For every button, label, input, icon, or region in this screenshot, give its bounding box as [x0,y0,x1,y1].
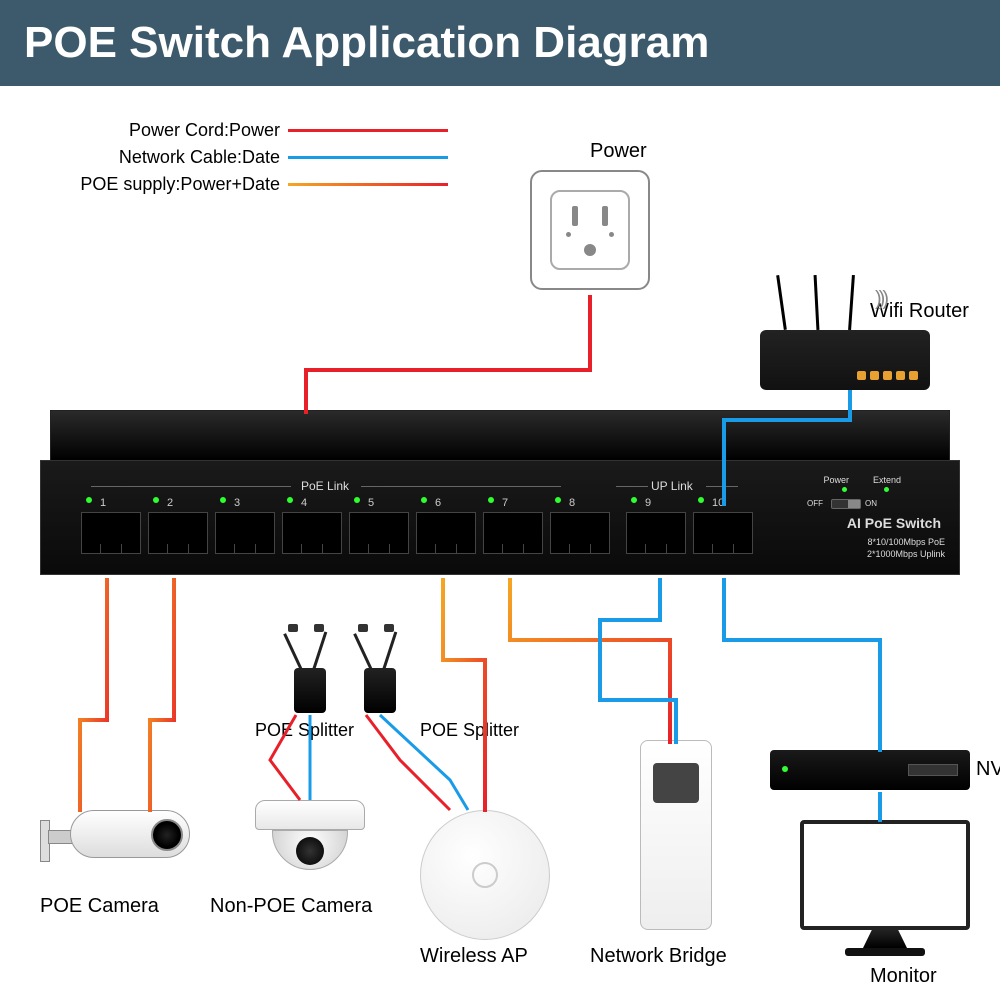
monitor-icon [800,820,970,960]
poe-splitter-icon [350,668,410,718]
port-number: 1 [100,497,106,509]
legend: Power Cord:Power Network Cable:Date POE … [60,120,448,201]
poe-port-5[interactable]: 5 [349,512,409,554]
port-number: 3 [234,497,240,509]
switch-spec2: 2*1000Mbps Uplink [867,549,945,559]
legend-item: Power Cord:Power [60,120,448,141]
legend-item: POE supply:Power+Date [60,174,448,195]
port-number: 10 [712,497,724,509]
switch-spec1: 8*10/100Mbps PoE [867,537,945,547]
poe-splitter-icon [280,668,340,718]
power-outlet-icon [530,170,650,290]
port-number: 7 [502,497,508,509]
legend-label: Power Cord:Power [60,120,280,141]
power-led-icon [842,487,847,492]
legend-label: Network Cable:Date [60,147,280,168]
legend-item: Network Cable:Date [60,147,448,168]
poe-splitter-label: POE Splitter [420,720,519,741]
network-bridge-label: Network Bridge [590,945,727,968]
dome-camera-icon [255,800,365,880]
network-bridge-icon [640,740,712,930]
port-number: 6 [435,497,441,509]
poe-link-label: PoE Link [301,479,349,493]
poe-port-7[interactable]: 7 [483,512,543,554]
port-led-icon [555,497,561,503]
wire-data [600,578,676,744]
port-led-icon [698,497,704,503]
port-led-icon [287,497,293,503]
up-link-label: UP Link [651,479,693,493]
uplink-port-9[interactable]: 9 [626,512,686,554]
nvr-label: NVR [976,758,1000,781]
wire-data [724,578,880,752]
wireless-ap-label: Wireless AP [420,945,528,968]
power-indicator-label: Power [823,475,849,485]
nvr-icon [770,750,970,790]
port-led-icon [631,497,637,503]
port-number: 5 [368,497,374,509]
monitor-label: Monitor [870,965,937,988]
port-led-icon [86,497,92,503]
poe-switch: PoE Link UP Link 1 2 3 4 5 6 7 [40,410,960,575]
switch-front: PoE Link UP Link 1 2 3 4 5 6 7 [40,460,960,575]
legend-line-power [288,129,448,132]
poe-port-2[interactable]: 2 [148,512,208,554]
poe-port-1[interactable]: 1 [81,512,141,554]
poe-port-8[interactable]: 8 [550,512,610,554]
wire-poe [80,578,107,812]
port-number: 2 [167,497,173,509]
legend-label: POE supply:Power+Date [60,174,280,195]
extend-led-icon [884,487,889,492]
port-led-icon [354,497,360,503]
page-title: POE Switch Application Diagram [0,0,1000,86]
poe-splitter-label: POE Splitter [255,720,354,741]
non-poe-camera-label: Non-POE Camera [210,895,372,918]
port-number: 9 [645,497,651,509]
on-label: ON [865,499,877,508]
wire-poe [510,578,670,744]
switch-brand: AI PoE Switch [847,515,941,531]
wire-power [306,295,590,414]
port-led-icon [421,497,427,503]
wifi-router-icon: ))) [760,330,930,390]
legend-line-poe [288,183,448,186]
power-label: Power [590,140,647,163]
poe-camera-label: POE Camera [40,895,159,918]
extend-indicator-label: Extend [873,475,901,485]
poe-port-3[interactable]: 3 [215,512,275,554]
wireless-ap-icon [420,810,550,940]
port-led-icon [153,497,159,503]
off-label: OFF [807,499,823,508]
port-number: 8 [569,497,575,509]
port-led-icon [220,497,226,503]
poe-port-6[interactable]: 6 [416,512,476,554]
uplink-port-10[interactable]: 10 [693,512,753,554]
poe-port-4[interactable]: 4 [282,512,342,554]
wire-poe [443,578,485,812]
port-number: 4 [301,497,307,509]
extend-toggle[interactable] [831,499,861,509]
legend-line-data [288,156,448,159]
wire-poe [150,578,174,812]
port-led-icon [488,497,494,503]
poe-camera-icon [40,810,190,870]
